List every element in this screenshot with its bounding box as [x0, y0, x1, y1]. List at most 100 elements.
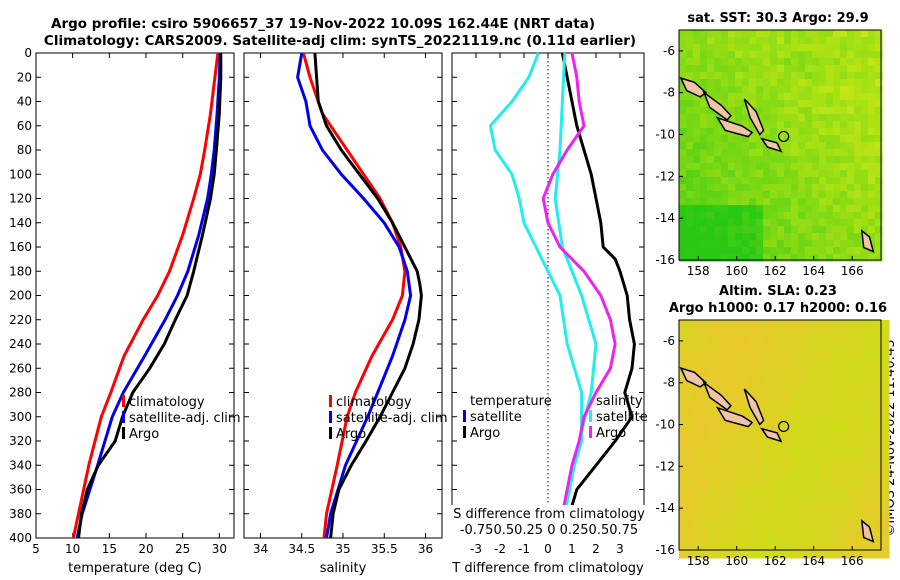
- map-cell: [686, 247, 694, 255]
- map-cell: [735, 488, 750, 503]
- map-cell: [721, 184, 729, 192]
- map-cell: [875, 226, 883, 234]
- map-cell: [707, 58, 715, 66]
- map-cell: [707, 432, 722, 447]
- map-cell: [770, 198, 778, 206]
- y-tick-label: 120: [9, 192, 32, 206]
- map-cell: [714, 37, 722, 45]
- map-cell: [861, 376, 876, 391]
- map-cell: [861, 254, 869, 262]
- map-cell: [854, 247, 862, 255]
- map-cell: [693, 544, 708, 559]
- map-cell: [721, 170, 729, 178]
- map-cell: [868, 212, 876, 220]
- map-cell: [707, 334, 722, 349]
- map-cell: [756, 72, 764, 80]
- map-cell: [833, 107, 841, 115]
- map-cell: [728, 163, 736, 171]
- map-cell: [714, 254, 722, 262]
- map-cell: [714, 184, 722, 192]
- map-cell: [749, 30, 757, 38]
- map-cell: [826, 100, 834, 108]
- map-cell: [777, 530, 792, 545]
- map-cell: [819, 362, 834, 377]
- y-tick-label: 180: [9, 264, 32, 278]
- map-cell: [819, 191, 827, 199]
- map-cell: [791, 530, 806, 545]
- map-cell: [812, 212, 820, 220]
- map-cell: [735, 362, 750, 377]
- map-y-tick-label: -10: [655, 418, 675, 432]
- map-cell: [777, 247, 785, 255]
- map-cell: [763, 334, 778, 349]
- map-cell: [721, 226, 729, 234]
- map-cell: [770, 219, 778, 227]
- map-cell: [735, 226, 743, 234]
- map-cell: [693, 460, 708, 475]
- map-cell: [805, 460, 820, 475]
- map-cell: [847, 65, 855, 73]
- map-cell: [749, 93, 757, 101]
- x-tick-label: 20: [138, 542, 153, 556]
- map-cell: [784, 198, 792, 206]
- map-cell: [875, 72, 883, 80]
- map-cell: [861, 149, 869, 157]
- map-cell: [714, 58, 722, 66]
- map-cell: [721, 79, 729, 87]
- map-cell: [819, 149, 827, 157]
- map-cell: [784, 128, 792, 136]
- map-cell: [805, 488, 820, 503]
- map-cell: [798, 233, 806, 241]
- map-cell: [756, 226, 764, 234]
- map-cell: [791, 37, 799, 45]
- map-cell: [805, 474, 820, 489]
- map-cell: [742, 79, 750, 87]
- map-cell: [805, 93, 813, 101]
- map-cell: [763, 460, 778, 475]
- map-cell: [735, 156, 743, 164]
- map-cell: [840, 219, 848, 227]
- legend-swatch: [329, 427, 332, 439]
- legend-swatch: [589, 426, 592, 438]
- map-cell: [861, 163, 869, 171]
- map-cell: [791, 177, 799, 185]
- map-cell: [840, 93, 848, 101]
- map-cell: [721, 334, 736, 349]
- map-cell: [847, 37, 855, 45]
- map-cell: [861, 121, 869, 129]
- map-cell: [728, 205, 736, 213]
- map-cell: [763, 320, 778, 335]
- map-cell: [826, 254, 834, 262]
- map-cell: [679, 544, 694, 559]
- map-cell: [854, 240, 862, 248]
- map-cell: [756, 240, 764, 248]
- map-cell: [777, 233, 785, 241]
- map-cell: [819, 212, 827, 220]
- map-cell: [854, 30, 862, 38]
- map-cell: [763, 128, 771, 136]
- map-cell: [861, 502, 876, 517]
- map-cell: [812, 219, 820, 227]
- island-shape: [860, 228, 875, 253]
- map-cell: [700, 65, 708, 73]
- map-cell: [749, 156, 757, 164]
- map-cell: [777, 348, 792, 363]
- map-cell: [686, 72, 694, 80]
- map-cell: [784, 142, 792, 150]
- map-cell: [721, 212, 729, 220]
- map-cell: [777, 320, 792, 335]
- map-cell: [679, 446, 694, 461]
- map-cell: [700, 254, 708, 262]
- map-cell: [777, 474, 792, 489]
- map-cell: [819, 432, 834, 447]
- island-shape: [702, 380, 732, 411]
- map-cell: [679, 114, 687, 122]
- map-cell: [847, 58, 855, 66]
- map-cell: [847, 135, 855, 143]
- map-cell: [693, 156, 701, 164]
- map-cell: [791, 86, 799, 94]
- map-cell: [679, 254, 687, 262]
- map-cell: [819, 65, 827, 73]
- map-cell: [693, 226, 701, 234]
- map-cell: [742, 135, 750, 143]
